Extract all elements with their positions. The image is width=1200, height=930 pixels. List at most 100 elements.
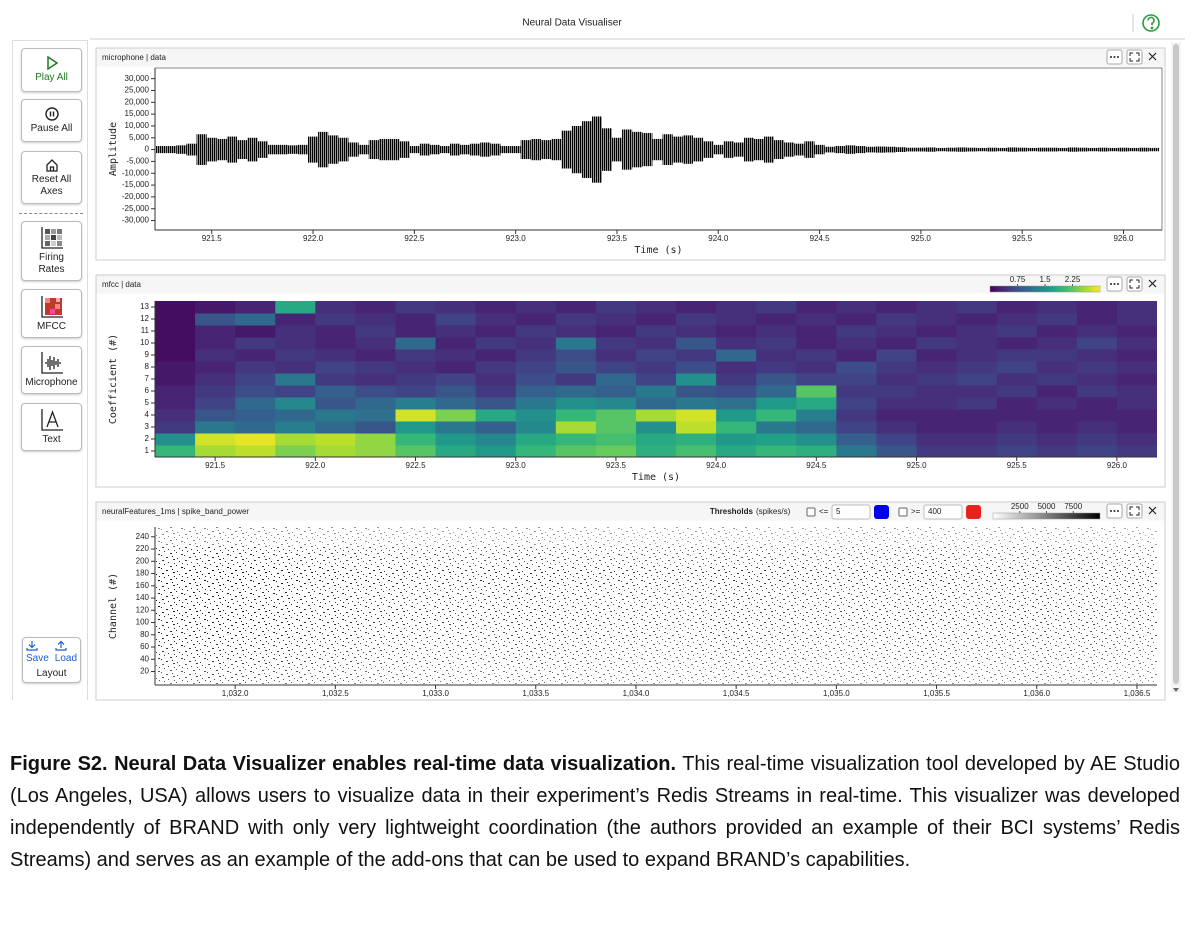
- grid-icon: [40, 227, 63, 249]
- heatmap-cell: [635, 409, 677, 422]
- threshold-color[interactable]: [874, 505, 889, 519]
- menu-button[interactable]: [1106, 503, 1123, 519]
- divider: [19, 213, 83, 214]
- heatmap-cell: [235, 433, 276, 446]
- threshold-color[interactable]: [966, 505, 981, 519]
- waveform-segment: [885, 146, 896, 153]
- heatmap-cell: [435, 349, 477, 362]
- heatmap-cell: [716, 361, 757, 374]
- load-button[interactable]: Load: [55, 640, 77, 665]
- x-tick-label: 922.0: [303, 234, 324, 243]
- heatmap-cell: [716, 385, 757, 398]
- heatmap-cell: [235, 445, 276, 457]
- reset-axes-button[interactable]: Reset All Axes: [21, 151, 82, 204]
- heatmap-cell: [1036, 409, 1078, 422]
- microphone-button[interactable]: Microphone: [21, 346, 82, 394]
- waveform-segment: [966, 147, 977, 152]
- heatmap-cell: [716, 337, 757, 350]
- heatmap-cell: [475, 409, 517, 422]
- heatmap-cell: [635, 373, 677, 386]
- raster-cell: [1106, 585, 1157, 606]
- plot-area: [156, 116, 1159, 183]
- heatmap-cell: [1076, 421, 1118, 434]
- heatmap-cell: [676, 325, 717, 338]
- heatmap-cell: [195, 313, 236, 326]
- menu-button[interactable]: [1106, 49, 1123, 65]
- raster-cell: [906, 527, 957, 547]
- heatmap-cell: [155, 409, 196, 422]
- firing-rates-button[interactable]: Firing Rates: [21, 221, 82, 281]
- heatmap-cell: [916, 433, 958, 446]
- heatmap-cell: [1076, 337, 1118, 350]
- y-tick-label: 80: [140, 630, 149, 639]
- waveform-segment: [338, 137, 349, 162]
- threshold-checkbox[interactable]: [898, 507, 908, 517]
- panel-header: [96, 502, 1165, 521]
- raster-cell: [155, 605, 206, 625]
- heatmap-cell: [235, 349, 276, 362]
- heatmap-cell: [595, 373, 637, 386]
- threshold-input[interactable]: [923, 504, 963, 520]
- save-button[interactable]: Save: [26, 640, 49, 665]
- menu-button[interactable]: [1106, 276, 1123, 292]
- raster-cell: [355, 644, 406, 665]
- scroll-arrow[interactable]: [1173, 688, 1179, 692]
- play-all-button[interactable]: Play All: [21, 48, 82, 92]
- waveform-segment: [378, 138, 390, 161]
- raster-cell: [555, 624, 606, 645]
- waveform-segment: [1148, 147, 1159, 152]
- waveform-segment: [753, 138, 764, 161]
- heatmap-cell: [756, 337, 797, 350]
- heatmap-cell: [836, 301, 877, 314]
- waveform-segment: [500, 146, 511, 154]
- raster-cell: [555, 605, 606, 625]
- heatmap-cell: [956, 445, 998, 457]
- mfcc-button[interactable]: MFCC: [21, 289, 82, 338]
- raster-cell: [155, 546, 206, 567]
- heatmap-cell: [155, 301, 196, 314]
- expand-button[interactable]: [1126, 49, 1143, 65]
- x-tick-label: 922.0: [305, 461, 326, 470]
- waveform-segment: [368, 140, 379, 160]
- scroll-thumb[interactable]: [1173, 44, 1179, 684]
- raster-cell: [355, 585, 406, 606]
- dot: [1117, 283, 1119, 285]
- raster-cell: [756, 624, 807, 645]
- y-tick-label: 200: [136, 556, 150, 565]
- x-tick-label: 1,034.0: [623, 689, 650, 698]
- threshold-checkbox[interactable]: [806, 507, 816, 517]
- raster-cell: [1106, 546, 1157, 567]
- expand-button[interactable]: [1126, 276, 1143, 292]
- raster-cell: [956, 546, 1007, 567]
- waveform-segment: [216, 138, 227, 161]
- heatmap-cell: [876, 409, 918, 422]
- waveform-segment: [226, 136, 238, 163]
- panel-header: [96, 275, 1165, 294]
- raster-cell: [656, 585, 707, 606]
- y-tick-label: 15,000: [125, 109, 150, 118]
- heatmap-cell: [195, 385, 236, 398]
- raster-cell: [505, 624, 556, 645]
- raster-cell: [806, 664, 857, 684]
- raster-cell: [405, 664, 456, 684]
- waveform-segment: [196, 134, 207, 165]
- raster-cell: [856, 644, 907, 665]
- heatmap-cell: [635, 361, 677, 374]
- expand-button[interactable]: [1126, 503, 1143, 519]
- heatmap-cell: [435, 421, 477, 434]
- text-button[interactable]: Text: [21, 403, 82, 451]
- heatmap-cell: [635, 433, 677, 446]
- help-icon[interactable]: [1142, 14, 1160, 32]
- close-button[interactable]: [1148, 52, 1157, 61]
- heatmap-cell: [996, 445, 1038, 457]
- waveform-segment: [389, 138, 400, 161]
- waveform-segment: [206, 137, 217, 162]
- threshold-input[interactable]: [831, 504, 871, 520]
- x-axis-label: Time (s): [632, 472, 680, 483]
- button-label: Pause All: [30, 122, 73, 134]
- pause-all-button[interactable]: Pause All: [21, 99, 82, 142]
- heatmap-cell: [1036, 445, 1078, 457]
- close-button[interactable]: [1148, 279, 1157, 288]
- close-button[interactable]: [1148, 506, 1157, 515]
- waveform-segment: [723, 141, 734, 158]
